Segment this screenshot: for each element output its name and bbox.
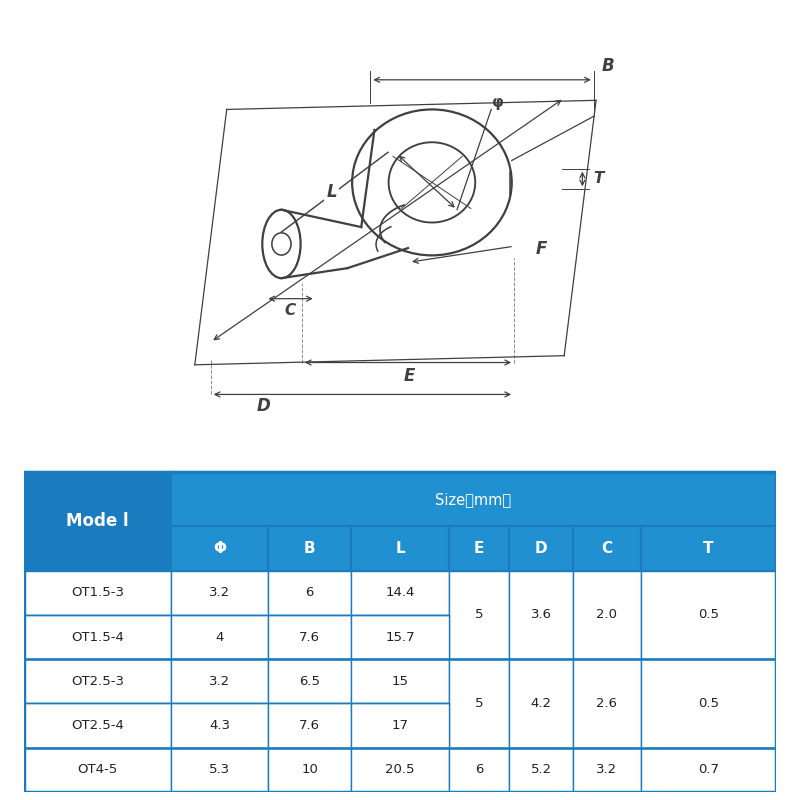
Bar — [449, 659, 509, 748]
Text: 10: 10 — [302, 763, 318, 776]
Text: 6: 6 — [474, 763, 483, 776]
Bar — [24, 659, 170, 703]
Bar — [268, 526, 351, 570]
Text: 7.6: 7.6 — [299, 630, 320, 643]
Bar — [449, 748, 509, 792]
Bar — [351, 526, 449, 570]
Text: OT2.5-3: OT2.5-3 — [71, 675, 124, 688]
Text: C: C — [285, 302, 296, 318]
Bar — [573, 659, 641, 748]
Text: C: C — [602, 541, 612, 556]
Bar — [24, 703, 170, 748]
Bar — [509, 659, 573, 748]
Text: φ: φ — [492, 95, 504, 110]
Bar — [351, 615, 449, 659]
Text: OT2.5-4: OT2.5-4 — [71, 719, 124, 732]
Bar — [268, 703, 351, 748]
Bar — [268, 659, 351, 703]
Text: 5: 5 — [474, 697, 483, 710]
Text: 0.7: 0.7 — [698, 763, 719, 776]
Bar — [351, 748, 449, 792]
Bar — [170, 570, 269, 615]
Text: Size（mm）: Size（mm） — [435, 492, 511, 506]
Bar — [170, 615, 269, 659]
Bar — [573, 570, 641, 659]
Bar — [170, 748, 269, 792]
Text: 15.7: 15.7 — [385, 630, 415, 643]
Text: D: D — [534, 541, 547, 556]
Bar — [170, 472, 776, 526]
Bar — [351, 703, 449, 748]
Text: 4.3: 4.3 — [209, 719, 230, 732]
Text: B: B — [304, 541, 315, 556]
Bar — [641, 526, 776, 570]
Text: 5.2: 5.2 — [530, 763, 551, 776]
Text: F: F — [536, 239, 547, 258]
Text: 3.2: 3.2 — [596, 763, 618, 776]
Bar — [573, 526, 641, 570]
Bar — [170, 526, 269, 570]
Text: L: L — [326, 182, 337, 201]
Text: 15: 15 — [391, 675, 409, 688]
Text: 3.6: 3.6 — [530, 608, 551, 622]
Bar — [268, 615, 351, 659]
Bar — [170, 659, 269, 703]
Text: Φ: Φ — [213, 541, 226, 556]
Bar — [268, 570, 351, 615]
Text: T: T — [593, 171, 603, 186]
Text: E: E — [474, 541, 484, 556]
Text: 4: 4 — [215, 630, 224, 643]
Bar — [449, 570, 509, 659]
Text: 5: 5 — [474, 608, 483, 622]
Text: 5.3: 5.3 — [209, 763, 230, 776]
Text: OT1.5-4: OT1.5-4 — [71, 630, 124, 643]
Text: B: B — [601, 57, 614, 75]
Text: 6: 6 — [306, 586, 314, 599]
Bar — [509, 526, 573, 570]
Text: 7.6: 7.6 — [299, 719, 320, 732]
Text: 3.2: 3.2 — [209, 675, 230, 688]
Text: 14.4: 14.4 — [386, 586, 414, 599]
Text: 0.5: 0.5 — [698, 697, 719, 710]
Bar — [449, 526, 509, 570]
Text: 2.0: 2.0 — [596, 608, 618, 622]
Bar — [24, 748, 170, 792]
Bar — [24, 615, 170, 659]
Bar — [509, 570, 573, 659]
Bar — [641, 570, 776, 659]
Bar — [509, 748, 573, 792]
Text: 20.5: 20.5 — [386, 763, 414, 776]
Bar — [268, 748, 351, 792]
Bar — [573, 748, 641, 792]
Text: OT1.5-3: OT1.5-3 — [71, 586, 124, 599]
Bar — [170, 703, 269, 748]
Text: 17: 17 — [391, 719, 409, 732]
Text: 0.5: 0.5 — [698, 608, 719, 622]
Text: 6.5: 6.5 — [299, 675, 320, 688]
Text: D: D — [256, 397, 270, 415]
Bar — [24, 472, 170, 570]
Bar — [24, 570, 170, 615]
Bar — [641, 748, 776, 792]
Bar — [351, 570, 449, 615]
Text: OT4-5: OT4-5 — [77, 763, 118, 776]
Bar — [351, 659, 449, 703]
Text: L: L — [395, 541, 405, 556]
Text: Mode l: Mode l — [66, 512, 129, 530]
Text: T: T — [703, 541, 714, 556]
Text: E: E — [403, 367, 415, 385]
Text: 3.2: 3.2 — [209, 586, 230, 599]
Text: 4.2: 4.2 — [530, 697, 551, 710]
Bar — [641, 659, 776, 748]
Text: 2.6: 2.6 — [596, 697, 618, 710]
